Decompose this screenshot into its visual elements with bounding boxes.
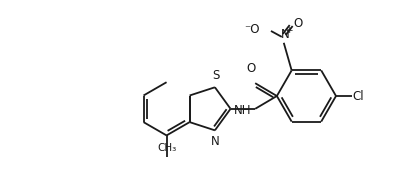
Text: N: N (280, 28, 289, 41)
Text: S: S (212, 69, 220, 82)
Text: ⁻O: ⁻O (245, 23, 260, 36)
Text: +: + (285, 26, 292, 35)
Text: N: N (210, 135, 219, 148)
Text: Cl: Cl (353, 89, 364, 103)
Text: O: O (247, 62, 256, 75)
Text: NH: NH (234, 104, 251, 117)
Text: O: O (293, 17, 302, 30)
Text: CH₃: CH₃ (157, 143, 176, 153)
